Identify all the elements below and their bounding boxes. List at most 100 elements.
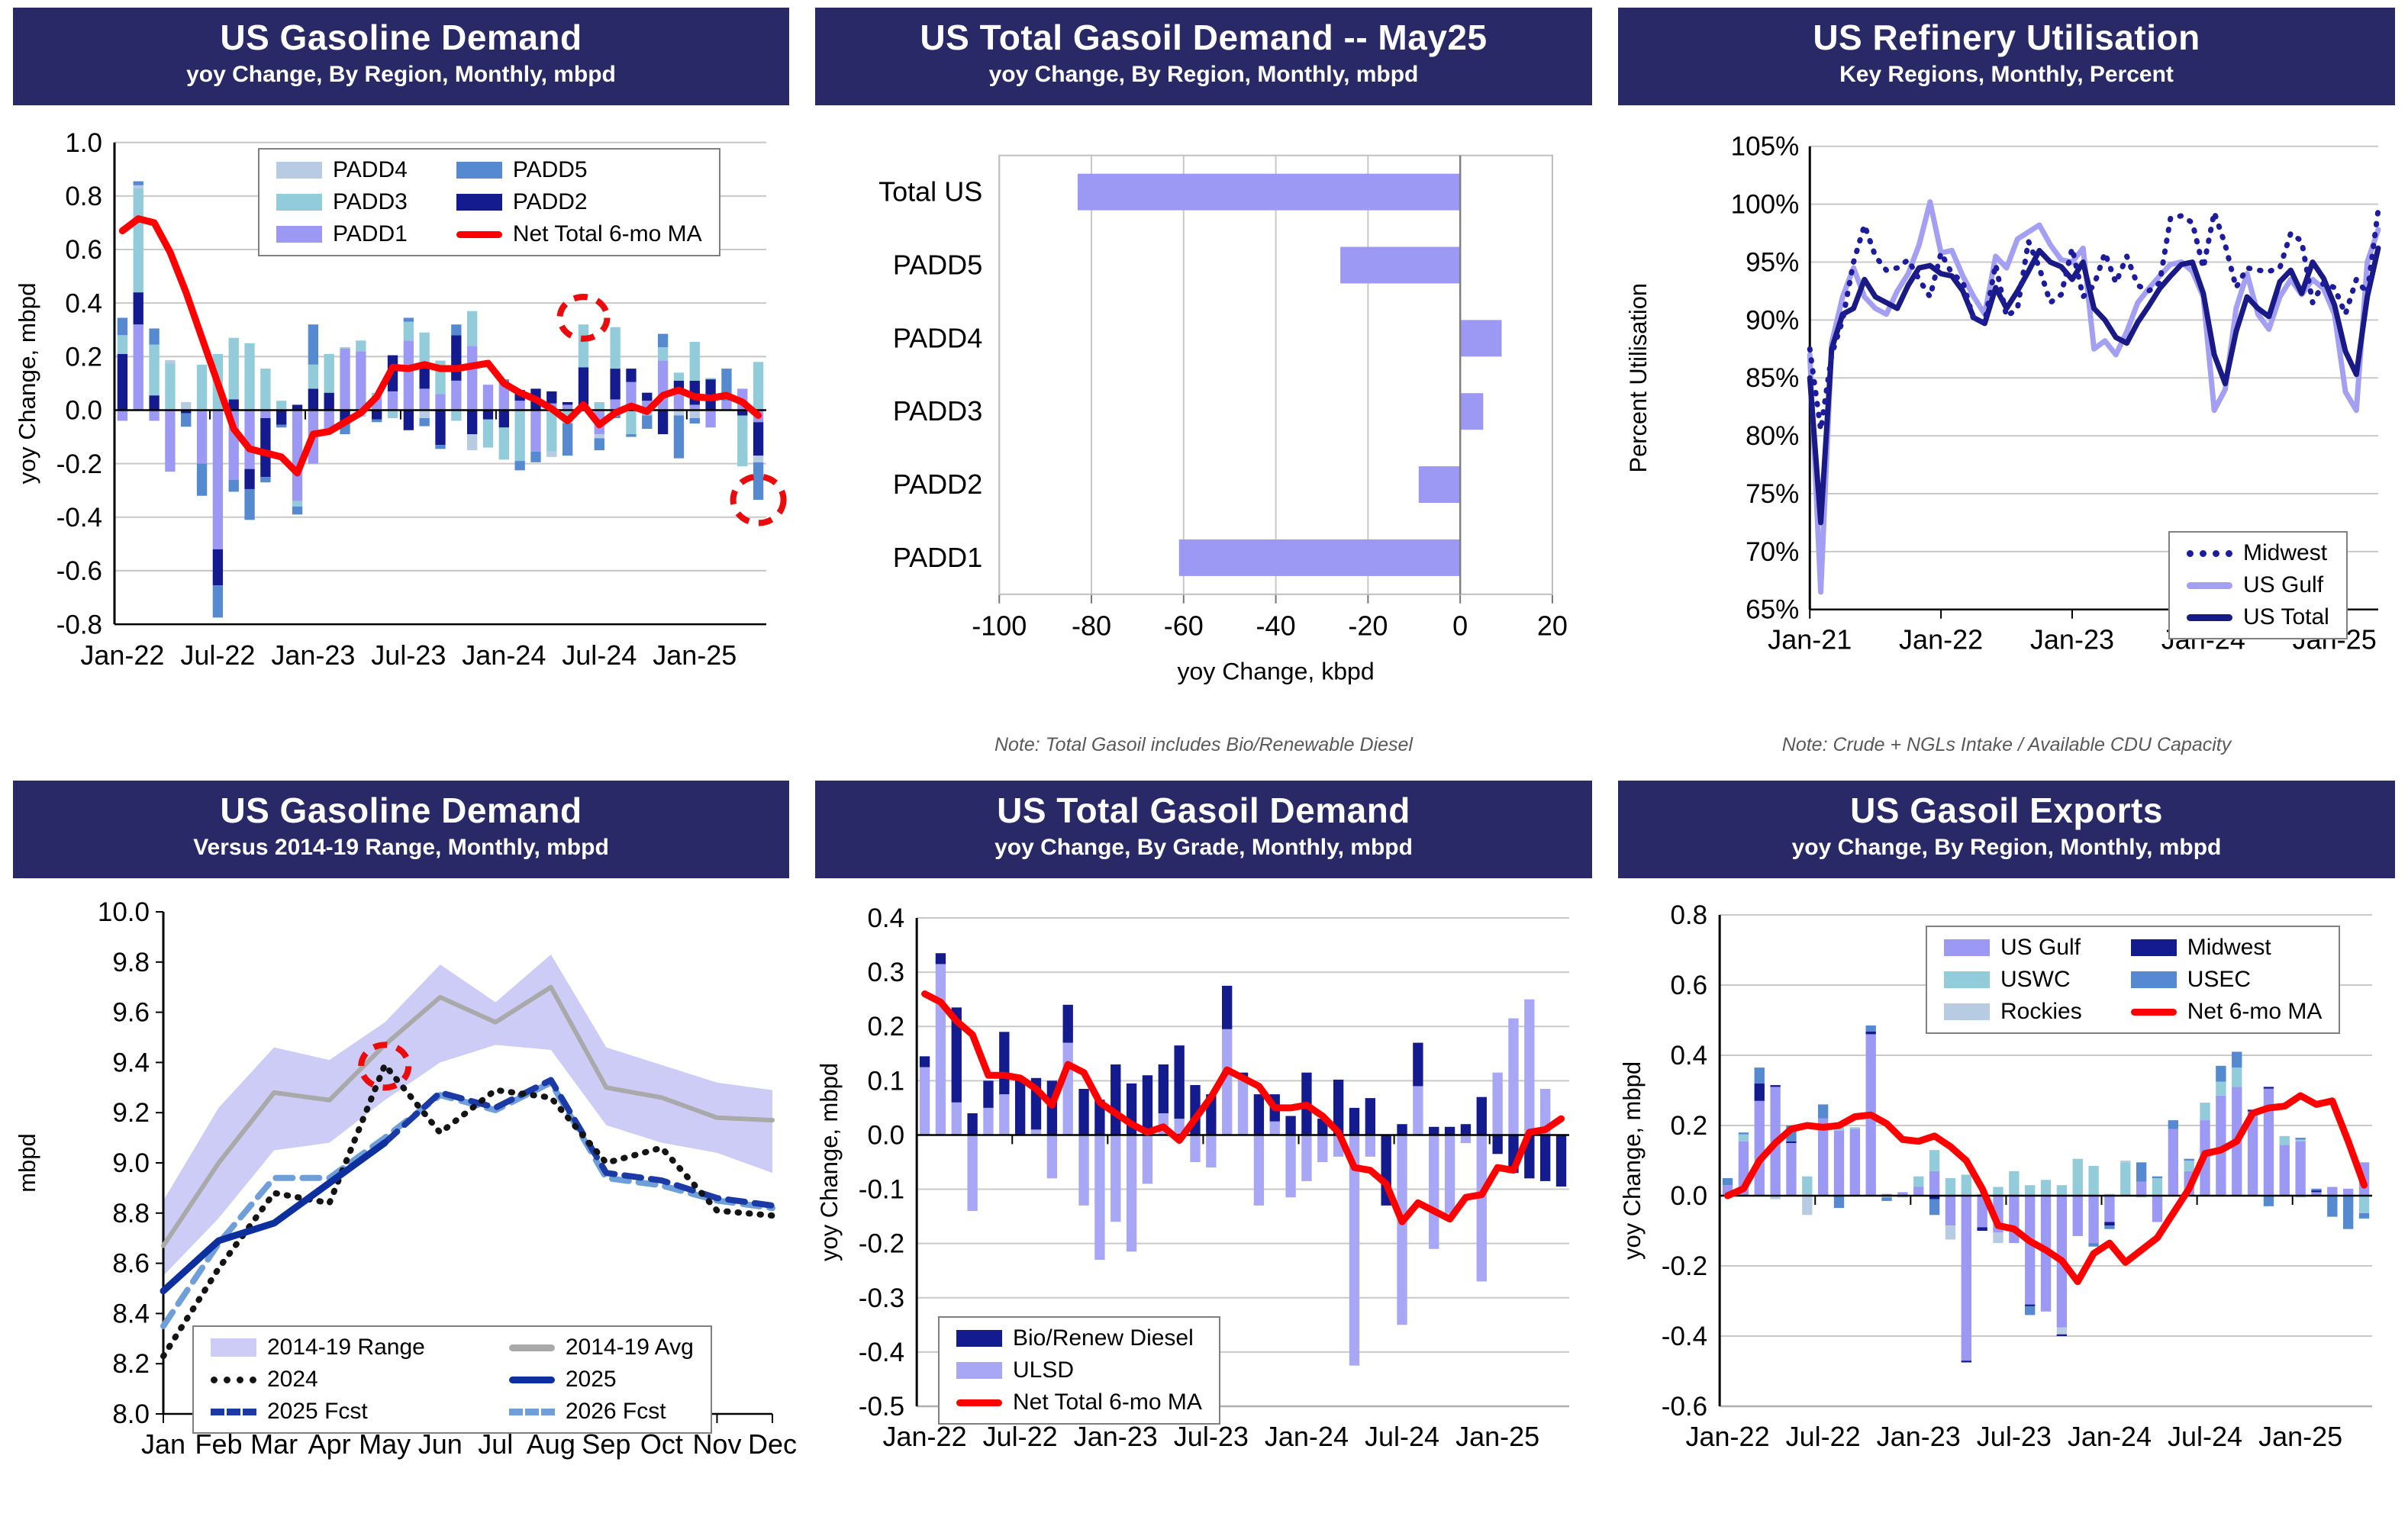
svg-text:Jan-22: Jan-22 (1899, 624, 1983, 655)
legend-item: ULSD (956, 1357, 1202, 1383)
legend-swatch-bar (1944, 1003, 1990, 1020)
legend-swatch-bar (456, 194, 502, 211)
legend-item: PADD1 (276, 221, 408, 247)
svg-text:-60: -60 (1164, 610, 1204, 642)
legend-item: 2014-19 Avg (508, 1335, 694, 1361)
panel-subtitle: yoy Change, By Region, Monthly, mbpd (988, 62, 1419, 87)
svg-text:PADD3: PADD3 (893, 395, 982, 427)
legend-swatch-bar (2130, 939, 2177, 956)
svg-text:9.4: 9.4 (112, 1048, 150, 1077)
svg-text:Jan-25: Jan-25 (2258, 1421, 2342, 1452)
panel-title: US Refinery Utilisation (1813, 18, 2200, 57)
svg-text:Jul-22: Jul-22 (1786, 1421, 1861, 1452)
panel-subtitle: Key Regions, Monthly, Percent (1839, 62, 2174, 87)
gasoil-demand-may25-chart: -100 -80 -60 -40 -20 0 20 Total US PADD5 PADD4 PAD… (802, 107, 1605, 726)
svg-text:9.8: 9.8 (112, 948, 150, 977)
panel-title: US Gasoline Demand (220, 791, 582, 830)
svg-text:yoy Change, mbpd: yoy Change, mbpd (816, 1063, 843, 1261)
svg-text:Jan: Jan (141, 1428, 185, 1460)
legend-label: ULSD (1013, 1357, 1075, 1383)
legend-label: PADD2 (512, 189, 588, 214)
legend-swatch-bar (1944, 939, 1990, 956)
svg-text:-0.6: -0.6 (1662, 1392, 1707, 1422)
panel-header: US Total Gasoil Demand -- May25 yoy Chan… (815, 8, 1592, 105)
svg-text:yoy Change, kbpd: yoy Change, kbpd (1178, 657, 1375, 684)
legend-item: 2014-19 Range (211, 1335, 425, 1361)
svg-text:Jan-24: Jan-24 (462, 639, 546, 671)
legend-label: 2024 (267, 1367, 318, 1392)
svg-text:-20: -20 (1348, 610, 1388, 642)
svg-text:Dec: Dec (748, 1428, 797, 1460)
svg-text:Jan-21: Jan-21 (1768, 624, 1852, 655)
svg-text:0.0: 0.0 (867, 1120, 904, 1150)
panel-refinery-utilisation: US Refinery Utilisation Key Regions, Mon… (1605, 0, 2408, 773)
svg-text:0.0: 0.0 (65, 395, 102, 425)
svg-text:Jan-25: Jan-25 (1455, 1421, 1539, 1452)
svg-text:0.0: 0.0 (1670, 1181, 1707, 1211)
legend-swatch-line (508, 1376, 555, 1383)
legend-label: 2025 Fcst (267, 1399, 368, 1424)
gasoil-demand-by-grade-svg: -0.5 -0.4 -0.3 -0.2 -0.1 0.0 0.1 0.2 0.3 0.4 Jan-2… (816, 903, 1569, 1452)
panel-gasoil-exports: US Gasoil Exports yoy Change, By Region,… (1605, 773, 2408, 1536)
legend-item: 2026 Fcst (508, 1399, 694, 1425)
svg-text:Jul-22: Jul-22 (180, 639, 255, 671)
svg-text:70%: 70% (1746, 537, 1799, 567)
svg-text:PADD1: PADD1 (893, 542, 982, 573)
panel-subtitle: yoy Change, By Region, Monthly, mbpd (1791, 835, 2222, 860)
panel-header: US Total Gasoil Demand yoy Change, By Gr… (815, 781, 1592, 878)
legend-swatch-line (956, 1399, 1002, 1406)
svg-text:105%: 105% (1731, 132, 1800, 162)
legend-item: Net Total 6-mo MA (456, 221, 702, 247)
panel-subtitle: yoy Change, By Region, Monthly, mbpd (186, 62, 616, 87)
svg-text:PADD4: PADD4 (893, 322, 982, 353)
svg-text:Jul-23: Jul-23 (1174, 1421, 1249, 1452)
panel-subtitle: Versus 2014-19 Range, Monthly, mbpd (193, 835, 609, 860)
legend-label: Midwest (2187, 935, 2271, 960)
legend-swatch-bar (276, 226, 322, 243)
legend-label: 2026 Fcst (565, 1399, 666, 1424)
legend-item: PADD5 (456, 157, 702, 183)
legend-label: Net 6-mo MA (2187, 999, 2323, 1024)
panel-header: US Gasoil Exports yoy Change, By Region,… (1618, 781, 2395, 878)
legend-item: Rockies (1944, 999, 2082, 1025)
legend-swatch-line (456, 230, 502, 238)
svg-text:Percent Utilisation: Percent Utilisation (1625, 283, 1652, 472)
svg-text:0.2: 0.2 (867, 1012, 904, 1042)
legend-swatch-line (508, 1344, 555, 1351)
panel-title: US Total Gasoil Demand (997, 791, 1410, 830)
svg-text:Jan-23: Jan-23 (2030, 624, 2114, 655)
legend-swatch-bar (456, 162, 502, 179)
legend-swatch-dash (508, 1408, 555, 1415)
legend-label: Net Total 6-mo MA (1013, 1389, 1202, 1415)
svg-text:0: 0 (1452, 610, 1468, 642)
legend-item: 2025 (508, 1367, 694, 1393)
svg-text:65%: 65% (1746, 595, 1799, 625)
legend-swatch-line (2187, 581, 2232, 589)
legend-label: 2025 (565, 1367, 617, 1392)
svg-text:Jan-24: Jan-24 (1265, 1421, 1349, 1452)
gasoil-exports-chart: -0.6 -0.4 -0.2 0.0 0.2 0.4 0.6 0.8 Jan-22 Jul-22 J… (1605, 880, 2408, 1536)
svg-text:0.2: 0.2 (65, 342, 102, 372)
svg-text:0.3: 0.3 (867, 958, 904, 987)
legend-label: PADD4 (333, 157, 408, 182)
svg-text:-0.2: -0.2 (1662, 1251, 1707, 1281)
panel-gasoil-demand-by-grade: US Total Gasoil Demand yoy Change, By Gr… (802, 773, 1605, 1536)
legend-label: Midwest (2243, 540, 2328, 565)
panel-header: US Gasoline Demand yoy Change, By Region… (13, 8, 789, 105)
panel-header: US Refinery Utilisation Key Regions, Mon… (1618, 8, 2395, 105)
legend-swatch-bar (276, 194, 322, 211)
legend-swatch-bar (956, 1362, 1002, 1379)
panel-title: US Gasoil Exports (1850, 791, 2163, 830)
gasoline-demand-yoy-chart: -0.8 -0.6 -0.4 -0.2 0.0 0.2 0.4 0.6 0.8 1.0 Jan-22… (0, 107, 802, 773)
svg-text:0.8: 0.8 (1670, 900, 1707, 930)
legend-label: PADD1 (333, 221, 408, 246)
legend-item: 2024 (211, 1367, 425, 1393)
svg-text:-0.3: -0.3 (859, 1283, 904, 1313)
svg-text:9.2: 9.2 (112, 1098, 150, 1128)
svg-text:mbpd: mbpd (14, 1133, 40, 1193)
svg-text:-0.4: -0.4 (859, 1338, 904, 1367)
svg-text:8.8: 8.8 (112, 1199, 150, 1228)
svg-text:8.6: 8.6 (112, 1249, 150, 1279)
